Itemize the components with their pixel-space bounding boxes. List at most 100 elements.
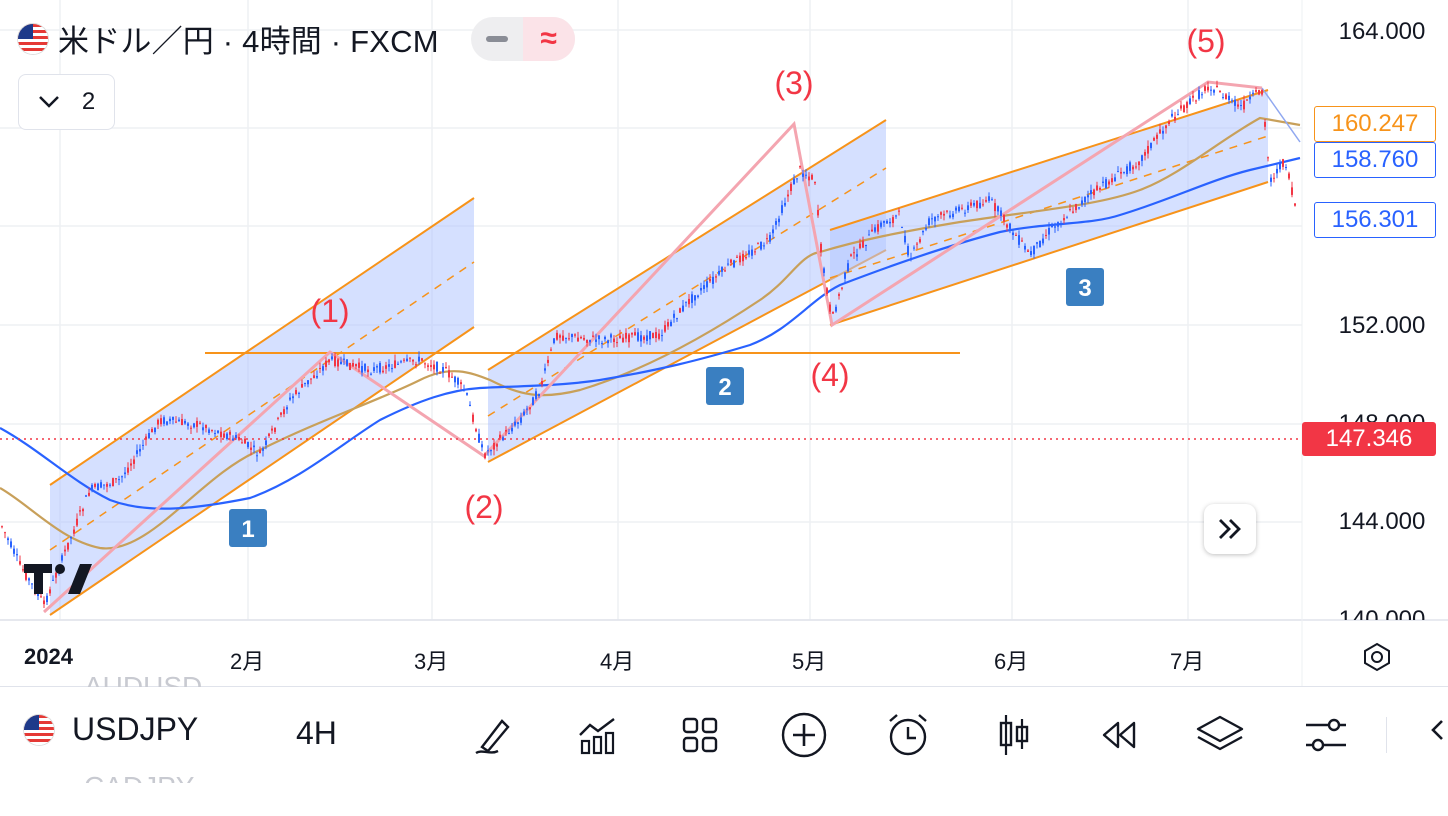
candle-body	[1072, 211, 1074, 213]
candle-body	[1216, 85, 1218, 88]
candle-body	[589, 339, 591, 343]
candle-body	[1054, 226, 1056, 228]
candle-body	[727, 263, 729, 265]
candle-body	[694, 295, 696, 301]
chevron-left-icon[interactable]	[1430, 715, 1444, 749]
candle-body	[430, 365, 432, 367]
indicators-toggle[interactable]: 2	[18, 74, 115, 130]
timeframe-selector[interactable]: 4H	[296, 715, 337, 751]
candle-body	[862, 240, 864, 248]
indicators-icon[interactable]	[570, 709, 626, 761]
candle-body	[331, 356, 333, 360]
candle-body	[829, 304, 831, 312]
candle-body	[535, 391, 537, 399]
candle-body	[886, 220, 888, 224]
candle-body	[94, 483, 96, 487]
replay-icon[interactable]	[1090, 709, 1146, 761]
candle-body	[910, 258, 912, 260]
candle-body	[931, 218, 933, 220]
candle-body	[1210, 89, 1212, 91]
candle-body	[238, 437, 240, 440]
candle-body	[442, 366, 444, 373]
candle-body	[859, 243, 861, 249]
add-icon[interactable]	[776, 709, 832, 761]
collapse-button[interactable]	[471, 17, 523, 61]
chart-settings-icon[interactable]	[1358, 638, 1396, 676]
candle-body	[1045, 234, 1047, 236]
candle-body	[553, 338, 555, 344]
candle-body	[379, 363, 381, 373]
channel-3[interactable]	[829, 89, 1269, 326]
settings-sliders-icon[interactable]	[1298, 709, 1354, 761]
candle-body	[16, 554, 18, 556]
candle-body	[586, 339, 588, 343]
candle-body	[1024, 245, 1026, 250]
price-label: 144.000	[1338, 508, 1426, 535]
candle-body	[658, 333, 660, 339]
candle-body	[1168, 121, 1170, 124]
layers-icon[interactable]	[1192, 709, 1248, 761]
candle-body	[385, 365, 387, 369]
candle-body	[217, 430, 219, 433]
candle-body	[1252, 92, 1254, 94]
chevron-down-icon	[38, 89, 60, 115]
candlestick-series	[1, 80, 1296, 609]
candle-body	[475, 429, 477, 432]
chart-mode-toggle[interactable]: ≈	[470, 16, 575, 61]
candle-body	[1015, 234, 1017, 236]
candle-body	[514, 421, 516, 426]
candle-body	[481, 444, 483, 448]
candle-body	[793, 178, 795, 185]
candle-body	[1219, 90, 1221, 93]
candle-body	[559, 335, 561, 338]
candle-body	[607, 340, 609, 344]
candle-body	[1228, 95, 1230, 101]
candle-body	[817, 209, 819, 216]
candle-body	[1240, 105, 1242, 107]
symbol-selector[interactable]: USDJPY	[24, 711, 198, 748]
time-label: 3月	[414, 649, 449, 674]
double-chevron-right-icon	[1219, 519, 1241, 539]
wave-label-3: (3)	[774, 65, 813, 101]
candle-body	[1222, 97, 1224, 99]
wave-icon[interactable]: ≈	[522, 16, 575, 61]
price-label: 148.000	[1316, 410, 1448, 424]
symbol-title[interactable]: 米ドル／円 · 4時間 · FXCM	[58, 24, 439, 59]
candle-body	[202, 427, 204, 431]
candle-body	[1105, 179, 1107, 188]
candle-body	[1006, 224, 1008, 228]
candle-body	[160, 418, 162, 425]
alert-icon[interactable]	[880, 709, 936, 761]
candle-body	[835, 306, 837, 312]
candle-body	[205, 425, 207, 429]
candle-body	[652, 333, 654, 339]
candle-body	[499, 434, 501, 438]
candle-body	[334, 356, 336, 367]
candle-body	[124, 472, 126, 475]
chart-type-icon[interactable]	[986, 709, 1042, 761]
draw-icon[interactable]	[466, 709, 522, 761]
candle-body	[427, 365, 429, 367]
candle-body	[157, 419, 159, 425]
candle-body	[313, 375, 315, 379]
indicator-count: 2	[81, 88, 96, 115]
candle-body	[151, 429, 153, 433]
candle-body	[538, 394, 540, 397]
candle-body	[667, 322, 669, 327]
channel-2[interactable]	[487, 119, 887, 463]
candle-body	[526, 408, 528, 410]
candle-body	[52, 579, 54, 581]
candle-body	[541, 381, 543, 385]
templates-icon[interactable]	[672, 709, 728, 761]
scroll-to-realtime-button[interactable]	[1204, 504, 1256, 554]
candle-body	[952, 213, 954, 218]
candle-body	[775, 221, 777, 225]
candle-body	[460, 382, 462, 385]
candle-body	[562, 335, 564, 341]
candle-body	[877, 224, 879, 232]
candle-body	[1111, 178, 1113, 183]
tradingview-logo[interactable]	[24, 560, 92, 601]
price-chart[interactable]: (1) (2) (3) (4) (5) 1 2 3	[0, 0, 1448, 686]
candle-body	[595, 339, 597, 342]
candle-body	[118, 479, 120, 481]
